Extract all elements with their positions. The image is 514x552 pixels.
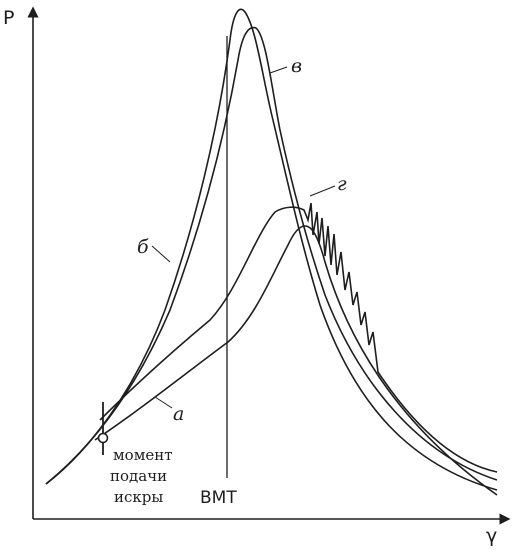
y-axis-label: P (3, 7, 14, 29)
ignition-caption-line1: момент (113, 446, 173, 464)
curve-label-v: в (291, 55, 302, 77)
leader-a (154, 396, 173, 409)
curve-g (99, 202, 498, 473)
ignition-point (97, 432, 109, 444)
curve-b (45, 8, 498, 491)
curve-label-b: б (137, 236, 149, 258)
curve-label-a: а (173, 403, 184, 425)
leader-b (151, 245, 171, 263)
leader-g (309, 185, 336, 197)
tdc-label: ВМТ (200, 488, 237, 508)
curve-label-g: г (337, 173, 347, 195)
leader-v (269, 66, 288, 74)
curve-a (94, 225, 498, 496)
ignition-caption-line2: подачи (110, 467, 167, 485)
curve-v (45, 26, 498, 485)
x-axis-label: γ (486, 525, 497, 547)
ignition-caption-line3: искры (114, 488, 163, 506)
